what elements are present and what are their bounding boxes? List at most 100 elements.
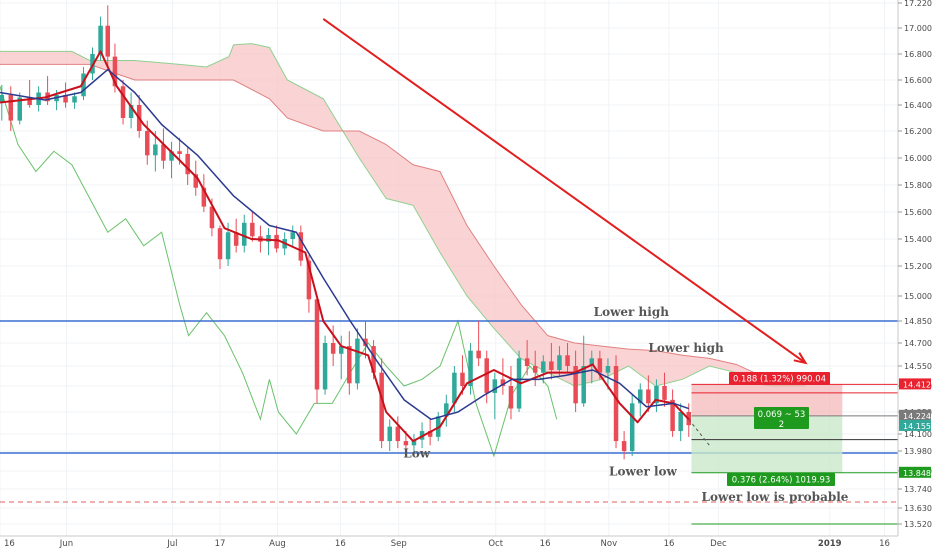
candle-body [395, 426, 401, 442]
candle [266, 228, 271, 256]
price-tag-bg [899, 466, 931, 478]
candle-body [500, 379, 506, 386]
y-tick-label: 15.800 [904, 181, 932, 190]
candle-body [444, 403, 449, 417]
candle-body [0, 95, 5, 103]
trend-arrow-head [793, 352, 808, 365]
x-tick-label: Nov [601, 539, 618, 549]
candle [347, 331, 352, 395]
y-tick-label: 14.100 [904, 430, 932, 439]
candle [613, 355, 619, 449]
candle [169, 141, 174, 179]
candle-body [242, 222, 247, 246]
candle-body [98, 25, 103, 54]
y-tick-label: 17.220 [904, 0, 932, 8]
candle [444, 394, 449, 427]
candle-body [589, 358, 595, 366]
x-tick-label: 16 [335, 539, 346, 549]
candle [621, 431, 627, 460]
candle-body [597, 358, 603, 373]
price-tag: 13.848 [899, 466, 931, 478]
candle [193, 160, 199, 196]
candle [185, 147, 190, 185]
target-label: 0.376 (2.64%) 1019.93 [727, 473, 835, 486]
candle-body [638, 389, 643, 404]
target-label-bg [727, 473, 835, 486]
candle-body [209, 206, 215, 229]
candle-body [225, 232, 231, 260]
candle [338, 335, 344, 380]
candle-body [662, 386, 667, 400]
y-tick-label: 15.400 [904, 235, 932, 244]
candle-body [613, 366, 619, 442]
candle-body [403, 441, 409, 446]
candle-body [306, 260, 312, 300]
candle-body [274, 234, 279, 249]
candle [330, 325, 336, 366]
candle [484, 350, 489, 404]
candle-body [298, 232, 304, 261]
candle [573, 350, 578, 412]
candle [314, 296, 320, 404]
candle [201, 174, 207, 212]
x-tick-label: Jul [166, 539, 177, 549]
x-tick-label: Dec [710, 539, 727, 549]
candle [670, 389, 675, 437]
candle-body [266, 234, 271, 242]
candle-body [427, 431, 433, 437]
y-tick-label: 13.520 [904, 520, 932, 529]
candle-body [250, 222, 255, 237]
y-tick-label: 16.200 [904, 127, 932, 136]
ma-line-1 [0, 68, 690, 421]
candle [322, 335, 328, 395]
candle-body [557, 355, 562, 370]
candle [557, 346, 562, 376]
mid-label-text: 0.069 ~ 53 [758, 410, 806, 420]
candle-body [185, 153, 190, 175]
cloud-span-a [0, 43, 806, 387]
candle-body [541, 361, 546, 373]
candle [589, 350, 595, 384]
stop-label: 0.188 (1.32%) 990.04 [729, 372, 830, 385]
candle-body [105, 25, 111, 57]
candle-body [145, 131, 150, 156]
y-tick-label: 17.000 [904, 24, 932, 33]
price-tag: 14.155 [899, 419, 931, 431]
candle-body [629, 403, 635, 451]
candle-body [201, 187, 207, 207]
candle [387, 419, 392, 451]
candle-body [524, 358, 530, 366]
x-axis-panel [0, 536, 898, 550]
candle-body [654, 386, 659, 404]
candle [524, 340, 530, 376]
price-tag-text: 14.224 [903, 412, 931, 421]
candle [128, 92, 134, 129]
candle [274, 225, 279, 253]
candle [532, 350, 538, 386]
price-tag-text: 14.412 [903, 380, 931, 389]
x-tick-label: Aug [269, 539, 286, 549]
candle [233, 218, 239, 253]
candle [153, 131, 158, 172]
candle-body [355, 338, 360, 384]
y-tick-label: 16.000 [904, 154, 932, 163]
candle-body [169, 151, 174, 161]
candle [250, 212, 255, 242]
candle [605, 358, 611, 390]
candle-body [81, 73, 86, 97]
y-tick-label: 13.630 [904, 504, 932, 513]
x-tick-label: 16 [540, 539, 551, 549]
x-tick-label: 2019 [818, 539, 842, 549]
y-tick-label: 15.200 [904, 262, 932, 271]
y-tick-label: 13.740 [904, 485, 932, 494]
y-tick-label: 14.850 [904, 317, 932, 326]
candle-body [347, 346, 352, 384]
price-tag: 14.224 [899, 409, 931, 421]
candle-body [670, 399, 675, 432]
candle-body [290, 232, 295, 239]
price-tag-text: 14.155 [903, 422, 931, 431]
candle [492, 372, 498, 420]
candle [290, 225, 295, 246]
